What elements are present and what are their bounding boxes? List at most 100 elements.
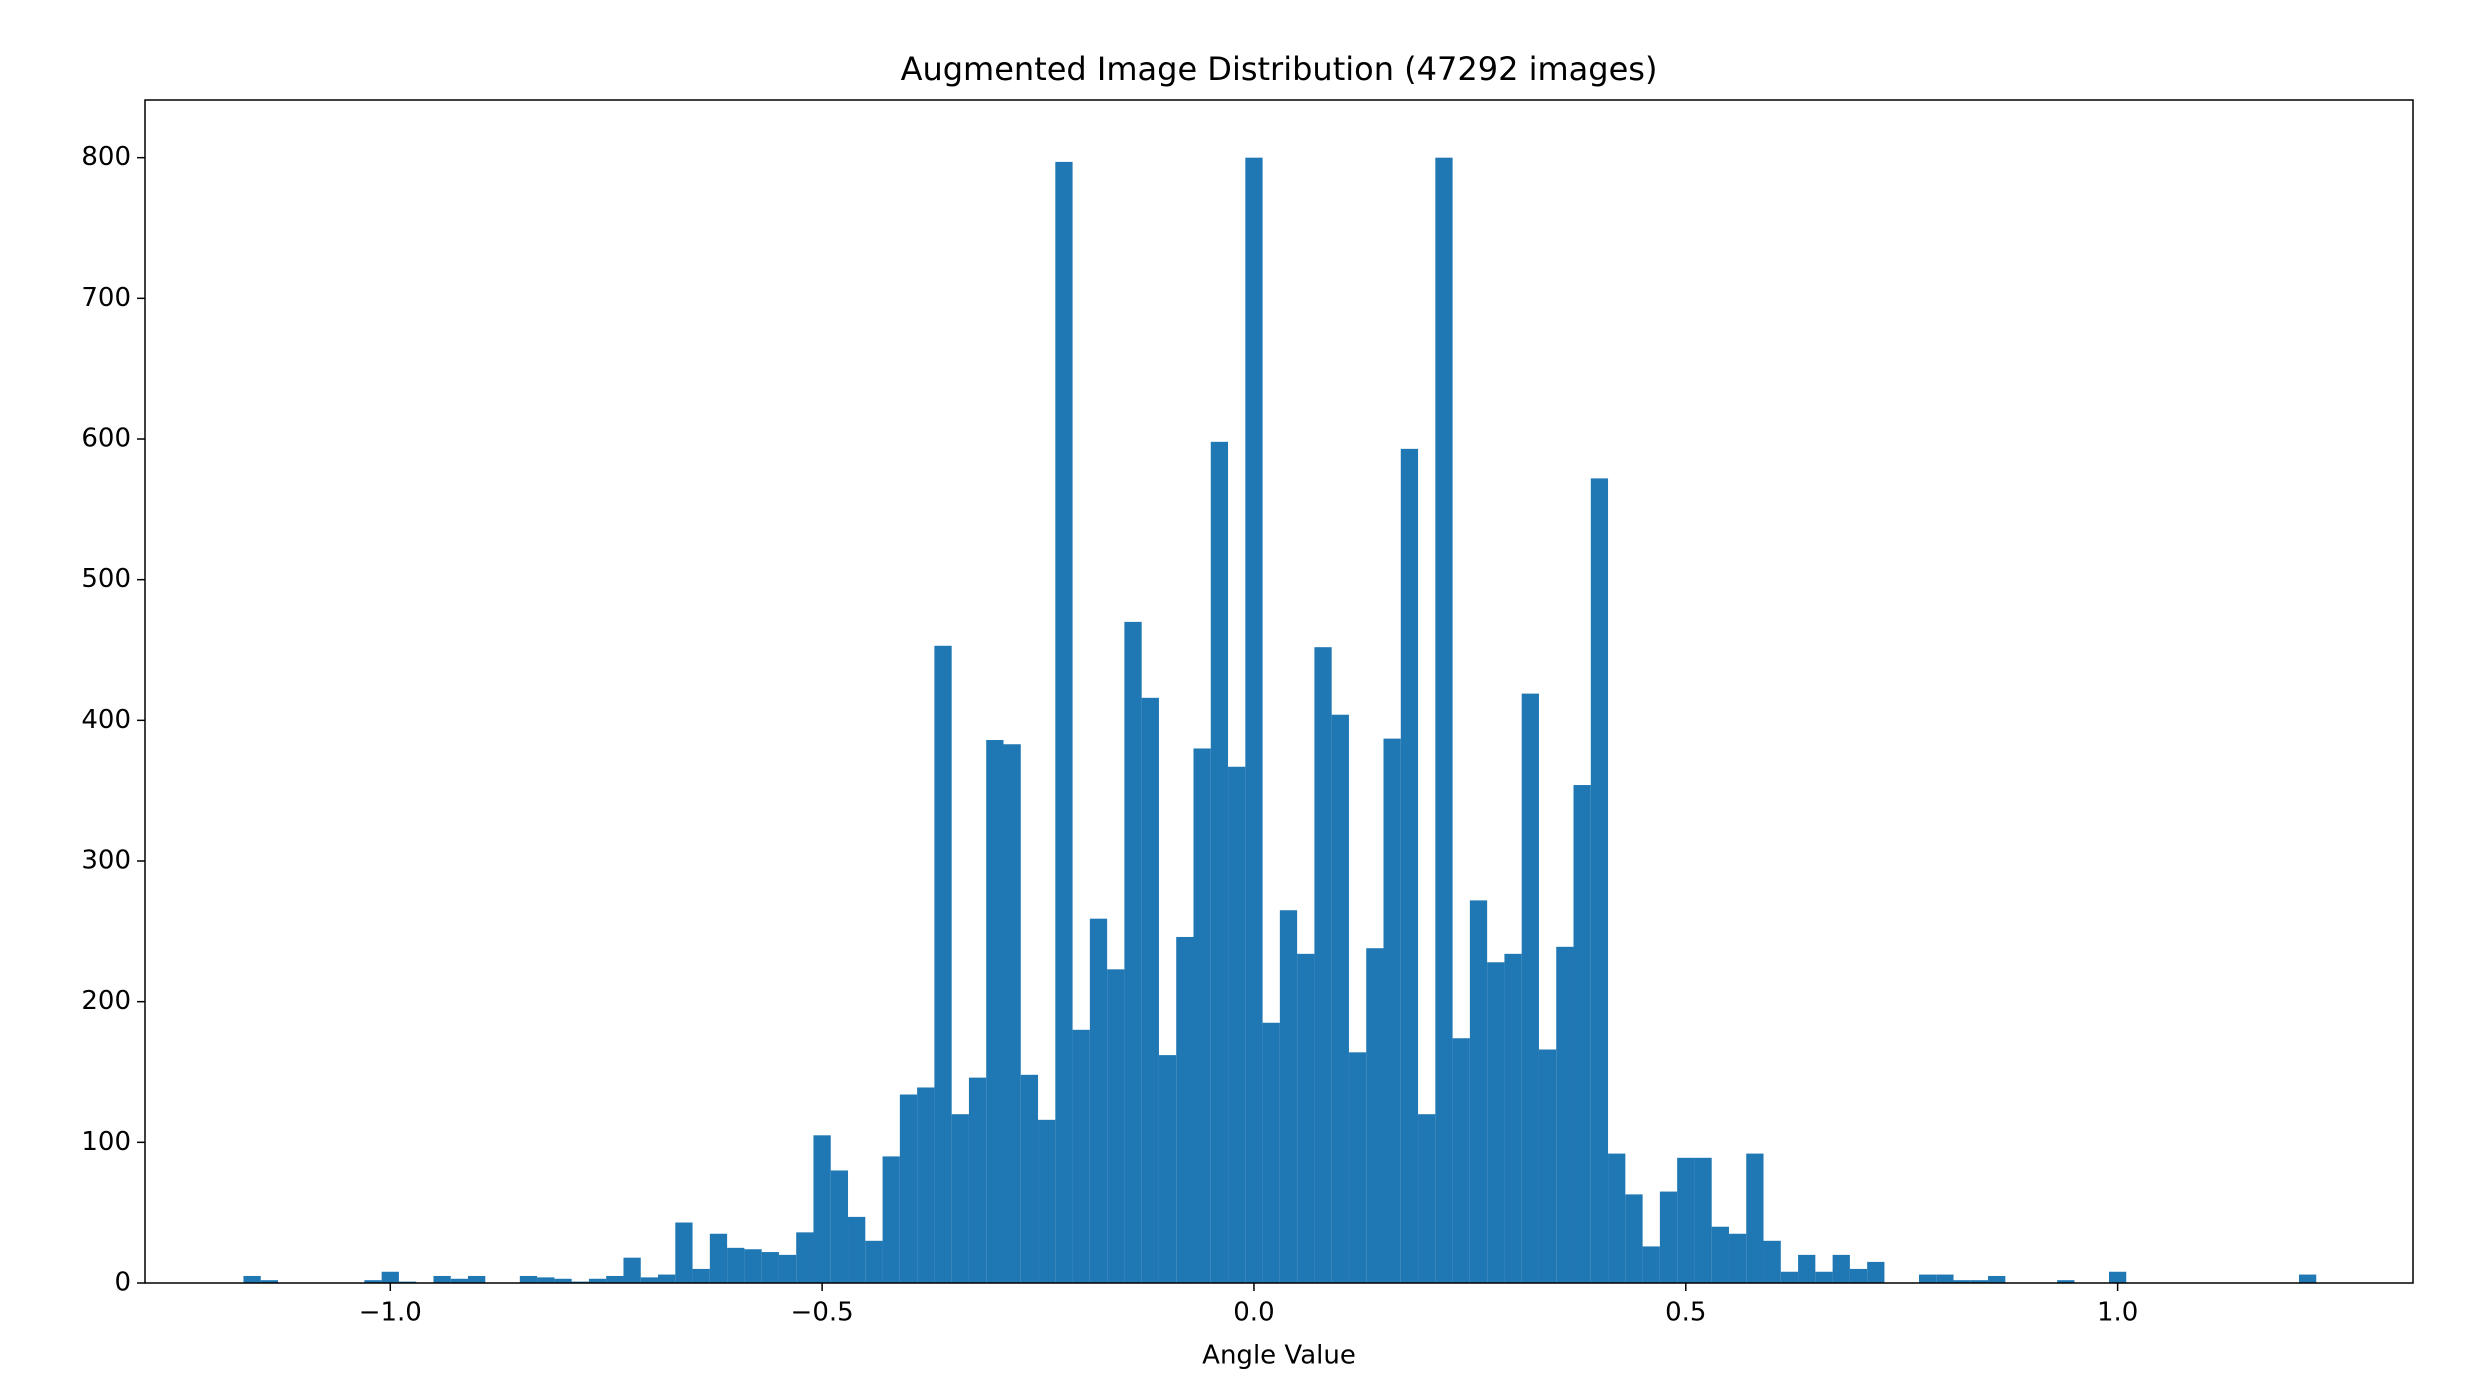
bar (865, 1240, 883, 1283)
bar (830, 1170, 849, 1283)
bar (243, 1275, 261, 1283)
bar (727, 1247, 745, 1283)
bar (1469, 900, 1488, 1283)
y-tick-label: 400 (81, 705, 131, 735)
bar (658, 1274, 676, 1283)
bar (2057, 1280, 2075, 1283)
y-tick-label: 0 (114, 1268, 131, 1298)
bar (1400, 448, 1419, 1283)
bar (1642, 1246, 1660, 1283)
bar (761, 1252, 779, 1283)
y-tick-label: 300 (81, 846, 131, 876)
bar (433, 1275, 451, 1283)
bar (709, 1233, 728, 1283)
bar (1608, 1153, 1626, 1283)
y-tick-label: 600 (81, 424, 131, 454)
bar (1694, 1157, 1712, 1283)
bar (1849, 1268, 1868, 1283)
bar (364, 1280, 382, 1283)
bar (519, 1275, 538, 1283)
bar (2108, 1271, 2127, 1283)
bar (468, 1275, 486, 1283)
y-tick-label: 500 (81, 564, 131, 594)
bar (260, 1280, 279, 1283)
bar (1003, 744, 1021, 1283)
bar (1763, 1240, 1781, 1283)
bar (1038, 1119, 1056, 1283)
bar (1055, 161, 1073, 1284)
bar (917, 1087, 935, 1283)
bar (951, 1114, 969, 1283)
plot-frame (144, 99, 2414, 1284)
bar (1107, 969, 1125, 1283)
bar (1780, 1271, 1799, 1283)
bar (1279, 910, 1298, 1283)
bar (1504, 953, 1522, 1283)
bar (1988, 1275, 2006, 1283)
bar (1936, 1274, 1954, 1283)
bar (1020, 1074, 1039, 1283)
bar (1452, 1038, 1470, 1283)
bar (1573, 785, 1591, 1283)
bar (1815, 1271, 1833, 1283)
x-tick-label: 1.0 (2097, 1298, 2138, 1328)
bar (1348, 1052, 1367, 1283)
bar (1435, 157, 1453, 1284)
bar (1556, 946, 1574, 1283)
chart-title: Augmented Image Distribution (47292 imag… (901, 50, 1658, 88)
bar (588, 1278, 607, 1283)
bar (381, 1271, 399, 1283)
bar (1314, 647, 1332, 1283)
bar (934, 645, 952, 1283)
bar (848, 1216, 866, 1283)
bar (1366, 948, 1384, 1283)
bar (1228, 766, 1246, 1283)
bar (1124, 621, 1142, 1283)
bar (1176, 936, 1194, 1283)
bar (1297, 953, 1315, 1283)
x-tick-label: 0.0 (1233, 1298, 1274, 1328)
bar (882, 1156, 900, 1283)
x-tick-label: −0.5 (791, 1298, 854, 1328)
bar (1210, 441, 1229, 1283)
bar (1798, 1254, 1816, 1283)
bar (692, 1268, 710, 1283)
bar (606, 1275, 624, 1283)
x-tick-label: 0.5 (1665, 1298, 1706, 1328)
bar (744, 1249, 762, 1283)
y-tick-label: 800 (81, 142, 131, 172)
bar (1832, 1254, 1850, 1283)
bar (675, 1222, 693, 1283)
bar (1711, 1226, 1729, 1283)
bar (1158, 1055, 1177, 1283)
bar (1418, 1114, 1436, 1283)
x-axis-label: Angle Value (1202, 1341, 1356, 1371)
y-tick-label: 100 (81, 1127, 131, 1157)
bar (1659, 1191, 1678, 1283)
bar (1867, 1261, 1885, 1283)
bar (554, 1278, 572, 1283)
bar (1089, 918, 1108, 1283)
bar (1970, 1280, 1989, 1283)
bar (796, 1232, 814, 1283)
bar (1953, 1280, 1971, 1283)
bar (2298, 1274, 2317, 1283)
bar (1677, 1157, 1695, 1283)
bar (1918, 1274, 1937, 1283)
bar (1728, 1233, 1747, 1283)
bar (1245, 157, 1263, 1284)
bar (899, 1094, 918, 1283)
bar (968, 1077, 987, 1283)
bar (986, 740, 1004, 1283)
bar (640, 1277, 659, 1283)
y-tick-label: 700 (81, 283, 131, 313)
bar (537, 1277, 555, 1283)
bar (623, 1257, 641, 1283)
bar (1590, 478, 1609, 1283)
bar (1746, 1153, 1764, 1283)
bar (1141, 697, 1159, 1283)
bar (1331, 714, 1349, 1283)
y-tick-label: 200 (81, 986, 131, 1016)
